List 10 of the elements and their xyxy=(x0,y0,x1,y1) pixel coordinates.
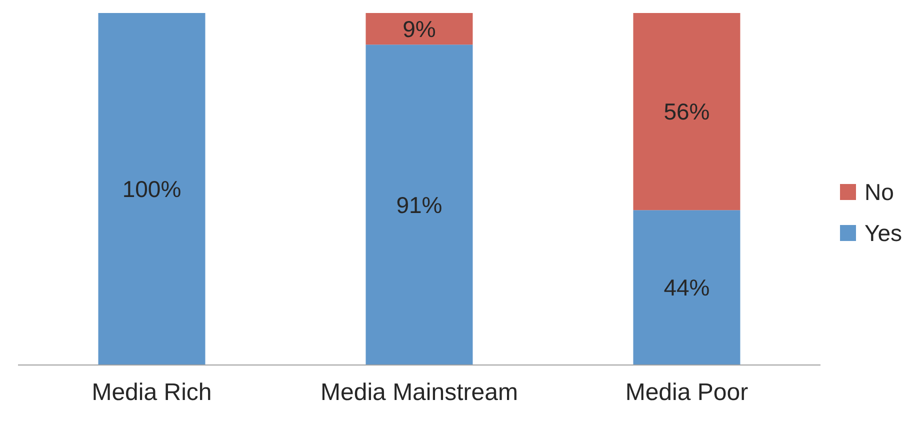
data-label: 100% xyxy=(122,176,182,202)
x-tick-label: Media Rich xyxy=(92,379,212,406)
x-tick-label: Media Poor xyxy=(625,379,748,406)
data-label: 9% xyxy=(402,16,436,42)
data-label: 56% xyxy=(664,98,710,125)
data-label: 91% xyxy=(396,192,442,218)
x-tick-label: Media Mainstream xyxy=(320,379,518,406)
data-label: 44% xyxy=(664,274,710,301)
legend-label: Yes xyxy=(864,220,902,246)
legend-label: No xyxy=(864,178,894,206)
